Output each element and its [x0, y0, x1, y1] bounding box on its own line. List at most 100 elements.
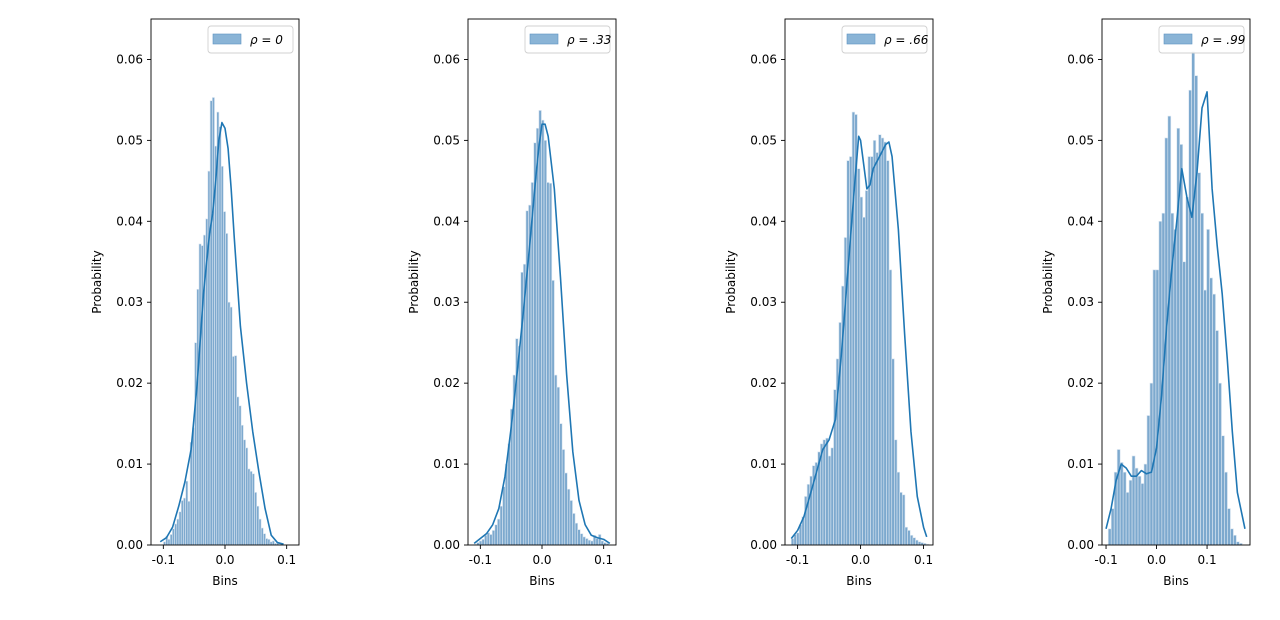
histogram-bar [551, 280, 555, 546]
histogram-bar [530, 182, 534, 546]
histogram-bar [585, 538, 589, 546]
histogram-bar [245, 447, 249, 546]
histogram-bar [209, 100, 213, 546]
histogram-bar [541, 119, 545, 546]
histogram-bar [260, 527, 264, 546]
histogram-bar [1119, 462, 1124, 546]
legend: ρ = 0 [207, 25, 294, 54]
x-tick-label: 0.1 [277, 553, 296, 567]
y-tick-label: 0.05 [1067, 133, 1094, 147]
legend-box [524, 25, 611, 54]
histogram-bar [556, 386, 560, 546]
histogram-bar [180, 500, 184, 546]
histogram-bar [1188, 89, 1192, 546]
y-axis-label: Probability [407, 250, 421, 313]
histogram-bar [894, 439, 898, 546]
y-tick-label: 0.04 [116, 214, 143, 228]
histogram-bar [915, 539, 919, 546]
histogram-bar [1233, 534, 1237, 546]
histogram-bar [1155, 269, 1160, 546]
histogram-bar [917, 541, 922, 546]
histogram-bar [194, 342, 198, 546]
histogram-bar [1146, 415, 1151, 546]
histogram-bar [238, 405, 242, 546]
histogram-bar [804, 496, 808, 546]
histogram-bars [473, 110, 610, 546]
x-tick-label: 0.1 [1198, 553, 1217, 567]
histogram-bar [517, 345, 522, 546]
histogram-bar [1182, 261, 1187, 546]
histogram-bar [1131, 455, 1136, 546]
histogram-bar [258, 518, 262, 546]
histogram-bar [189, 441, 193, 546]
histogram-bar [218, 126, 222, 546]
histogram-bar [806, 484, 811, 546]
histogram-bar [484, 534, 488, 546]
histogram-bar [1191, 51, 1195, 546]
y-tick-label: 0.04 [1067, 214, 1094, 228]
kde-line [790, 135, 928, 540]
axes-frame [784, 18, 934, 546]
histogram-bar [1209, 277, 1213, 546]
subplot-3: 0.00 0.01 0.02 0.03 0.04 0.05 0.06 -0.1 0.0 0.1 Bi… [724, 18, 934, 588]
y-tick-label: 0.03 [116, 295, 143, 309]
y-tick-label: 0.06 [1067, 52, 1094, 66]
histogram-bar [1122, 471, 1127, 546]
histogram-bar [502, 486, 506, 546]
y-tick-label: 0.00 [116, 538, 143, 552]
histogram-bar [187, 500, 191, 546]
y-tick-label: 0.01 [1067, 457, 1094, 471]
histogram-bar [1200, 212, 1204, 546]
histogram-bar [851, 111, 856, 546]
legend-box [207, 25, 294, 54]
histogram-bar [1236, 541, 1240, 546]
histogram-bar [212, 97, 215, 546]
histogram-bar [830, 447, 834, 546]
histogram-bar [1140, 483, 1145, 546]
x-tick-label: 0.1 [914, 553, 933, 567]
histogram-bar [491, 530, 496, 546]
histogram-bar [846, 160, 850, 546]
histogram-bar [827, 455, 832, 546]
histogram-bar [223, 211, 226, 546]
y-tick-label: 0.06 [750, 52, 777, 66]
histogram-bar [271, 540, 275, 546]
histogram-bar [899, 492, 903, 546]
y-tick-label: 0.05 [433, 133, 460, 147]
histogram-bar [862, 216, 866, 546]
histogram-bar [185, 480, 189, 546]
histogram-bar [867, 156, 871, 546]
histogram-bars [1107, 51, 1243, 546]
histogram-bar [243, 439, 246, 546]
histogram-bar [886, 160, 890, 546]
histogram-bar [1125, 492, 1130, 546]
histogram-bar [486, 532, 490, 546]
legend-label: ρ = .66 [884, 33, 929, 47]
histogram-bar [598, 534, 602, 546]
y-tick-label: 0.01 [116, 457, 143, 471]
histogram-bar [198, 243, 202, 546]
histogram-bar [176, 518, 180, 546]
histogram-bar [902, 494, 906, 546]
histogram-bar [909, 534, 914, 546]
histogram-bar [1179, 144, 1184, 546]
histogram-bar [825, 437, 829, 546]
legend-swatch [212, 33, 242, 45]
y-tick-label: 0.05 [750, 133, 777, 147]
histogram-bar [590, 540, 594, 546]
x-tick-label: 0.1 [594, 553, 613, 567]
histogram-bar [178, 511, 182, 546]
histogram-bar [1206, 229, 1210, 546]
histogram-bar [600, 540, 604, 546]
histogram-bar [870, 156, 874, 546]
histogram-bar [214, 145, 218, 546]
legend-label: ρ = .99 [1201, 33, 1245, 47]
histogram-bar [796, 532, 800, 546]
kde-line [159, 121, 284, 545]
x-tick-label: 0.0 [851, 553, 870, 567]
y-tick-label: 0.02 [433, 376, 460, 390]
histogram-bar [896, 471, 900, 546]
histogram-bar [1143, 463, 1148, 546]
histogram-bar [790, 538, 795, 546]
